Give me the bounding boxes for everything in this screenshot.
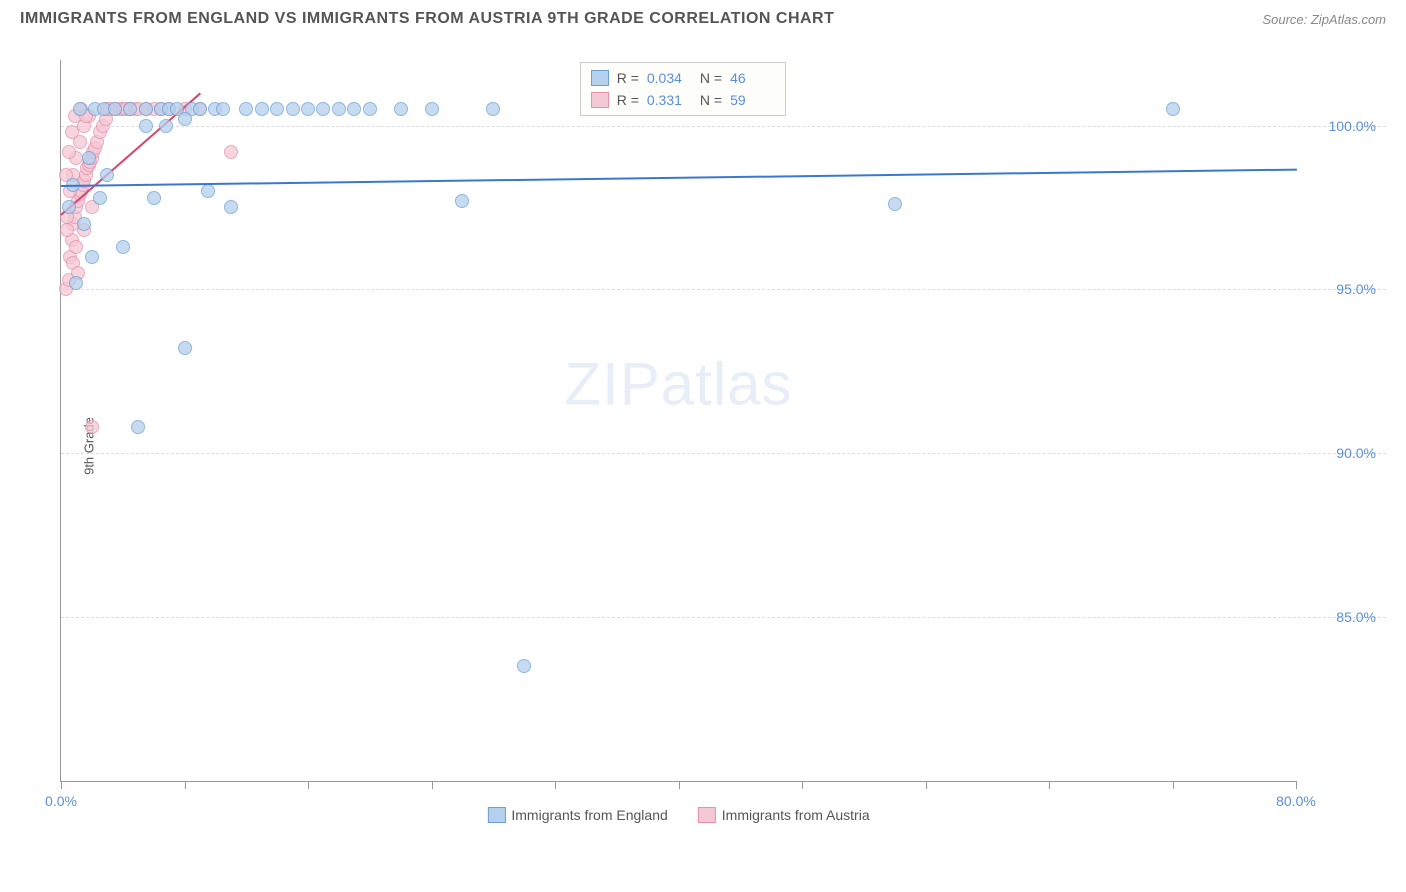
x-tick bbox=[61, 781, 62, 789]
x-tick bbox=[308, 781, 309, 789]
x-tick-label: 0.0% bbox=[45, 793, 77, 809]
legend-row: R = 0.331 N = 59 bbox=[591, 89, 775, 111]
x-tick bbox=[802, 781, 803, 789]
legend-n-label: N = bbox=[700, 67, 722, 89]
x-tick bbox=[555, 781, 556, 789]
legend-swatch bbox=[591, 70, 609, 86]
grid-line bbox=[61, 289, 1386, 290]
legend-n-value: 46 bbox=[730, 67, 775, 89]
scatter-point bbox=[178, 341, 192, 355]
scatter-point bbox=[1166, 102, 1180, 116]
scatter-point bbox=[69, 276, 83, 290]
x-tick bbox=[1049, 781, 1050, 789]
scatter-point bbox=[147, 191, 161, 205]
plot-area: ZIPatlas 100.0%95.0%90.0%85.0%0.0%80.0%R… bbox=[60, 60, 1296, 782]
series-legend-label: Immigrants from Austria bbox=[722, 807, 870, 823]
chart-title: IMMIGRANTS FROM ENGLAND VS IMMIGRANTS FR… bbox=[20, 10, 834, 28]
scatter-point bbox=[93, 191, 107, 205]
scatter-point bbox=[363, 102, 377, 116]
y-tick-label: 100.0% bbox=[1329, 118, 1376, 134]
scatter-point bbox=[201, 184, 215, 198]
x-tick bbox=[926, 781, 927, 789]
scatter-point bbox=[139, 102, 153, 116]
grid-line bbox=[61, 453, 1386, 454]
scatter-point bbox=[455, 194, 469, 208]
legend-swatch bbox=[487, 807, 505, 823]
x-tick bbox=[1173, 781, 1174, 789]
watermark-zip: ZIP bbox=[564, 351, 660, 418]
scatter-point bbox=[286, 102, 300, 116]
scatter-point bbox=[517, 659, 531, 673]
scatter-point bbox=[100, 168, 114, 182]
legend-n-label: N = bbox=[700, 89, 722, 111]
watermark: ZIPatlas bbox=[564, 350, 792, 419]
scatter-point bbox=[332, 102, 346, 116]
scatter-point bbox=[69, 240, 83, 254]
scatter-point bbox=[60, 223, 74, 237]
scatter-point bbox=[82, 151, 96, 165]
scatter-point bbox=[486, 102, 500, 116]
x-tick bbox=[679, 781, 680, 789]
series-legend: Immigrants from England Immigrants from A… bbox=[487, 807, 869, 823]
scatter-point bbox=[255, 102, 269, 116]
series-legend-label: Immigrants from England bbox=[511, 807, 667, 823]
scatter-point bbox=[65, 125, 79, 139]
scatter-point bbox=[270, 102, 284, 116]
scatter-point bbox=[108, 102, 122, 116]
legend-r-value: 0.331 bbox=[647, 89, 692, 111]
scatter-point bbox=[224, 145, 238, 159]
legend-r-label: R = bbox=[617, 89, 639, 111]
scatter-point bbox=[77, 217, 91, 231]
y-tick-label: 85.0% bbox=[1336, 609, 1376, 625]
scatter-point bbox=[62, 145, 76, 159]
grid-line bbox=[61, 617, 1386, 618]
scatter-point bbox=[394, 102, 408, 116]
x-tick bbox=[1296, 781, 1297, 789]
legend-r-value: 0.034 bbox=[647, 67, 692, 89]
legend-r-label: R = bbox=[617, 67, 639, 89]
series-legend-item: Immigrants from England bbox=[487, 807, 667, 823]
chart-container: 9th Grade ZIPatlas 100.0%95.0%90.0%85.0%… bbox=[50, 50, 1386, 842]
scatter-point bbox=[224, 200, 238, 214]
scatter-point bbox=[301, 102, 315, 116]
scatter-point bbox=[116, 240, 130, 254]
scatter-point bbox=[193, 102, 207, 116]
scatter-point bbox=[888, 197, 902, 211]
legend-n-value: 59 bbox=[730, 89, 775, 111]
scatter-point bbox=[239, 102, 253, 116]
y-tick-label: 90.0% bbox=[1336, 445, 1376, 461]
correlation-legend: R = 0.034 N = 46 R = 0.331 N = 59 bbox=[580, 62, 786, 116]
scatter-point bbox=[85, 420, 99, 434]
scatter-point bbox=[425, 102, 439, 116]
watermark-atlas: atlas bbox=[661, 351, 793, 418]
scatter-point bbox=[316, 102, 330, 116]
scatter-point bbox=[73, 102, 87, 116]
series-legend-item: Immigrants from Austria bbox=[698, 807, 870, 823]
x-tick bbox=[185, 781, 186, 789]
x-tick bbox=[432, 781, 433, 789]
scatter-point bbox=[347, 102, 361, 116]
legend-row: R = 0.034 N = 46 bbox=[591, 67, 775, 89]
legend-swatch bbox=[698, 807, 716, 823]
scatter-point bbox=[131, 420, 145, 434]
scatter-point bbox=[123, 102, 137, 116]
scatter-point bbox=[139, 119, 153, 133]
source-attribution: Source: ZipAtlas.com bbox=[1262, 12, 1386, 27]
scatter-point bbox=[62, 200, 76, 214]
scatter-point bbox=[159, 119, 173, 133]
trend-line bbox=[61, 168, 1297, 186]
scatter-point bbox=[216, 102, 230, 116]
grid-line bbox=[61, 126, 1386, 127]
scatter-point bbox=[85, 250, 99, 264]
chart-header: IMMIGRANTS FROM ENGLAND VS IMMIGRANTS FR… bbox=[0, 0, 1406, 33]
legend-swatch bbox=[591, 92, 609, 108]
scatter-point bbox=[178, 112, 192, 126]
y-tick-label: 95.0% bbox=[1336, 281, 1376, 297]
x-tick-label: 80.0% bbox=[1276, 793, 1316, 809]
